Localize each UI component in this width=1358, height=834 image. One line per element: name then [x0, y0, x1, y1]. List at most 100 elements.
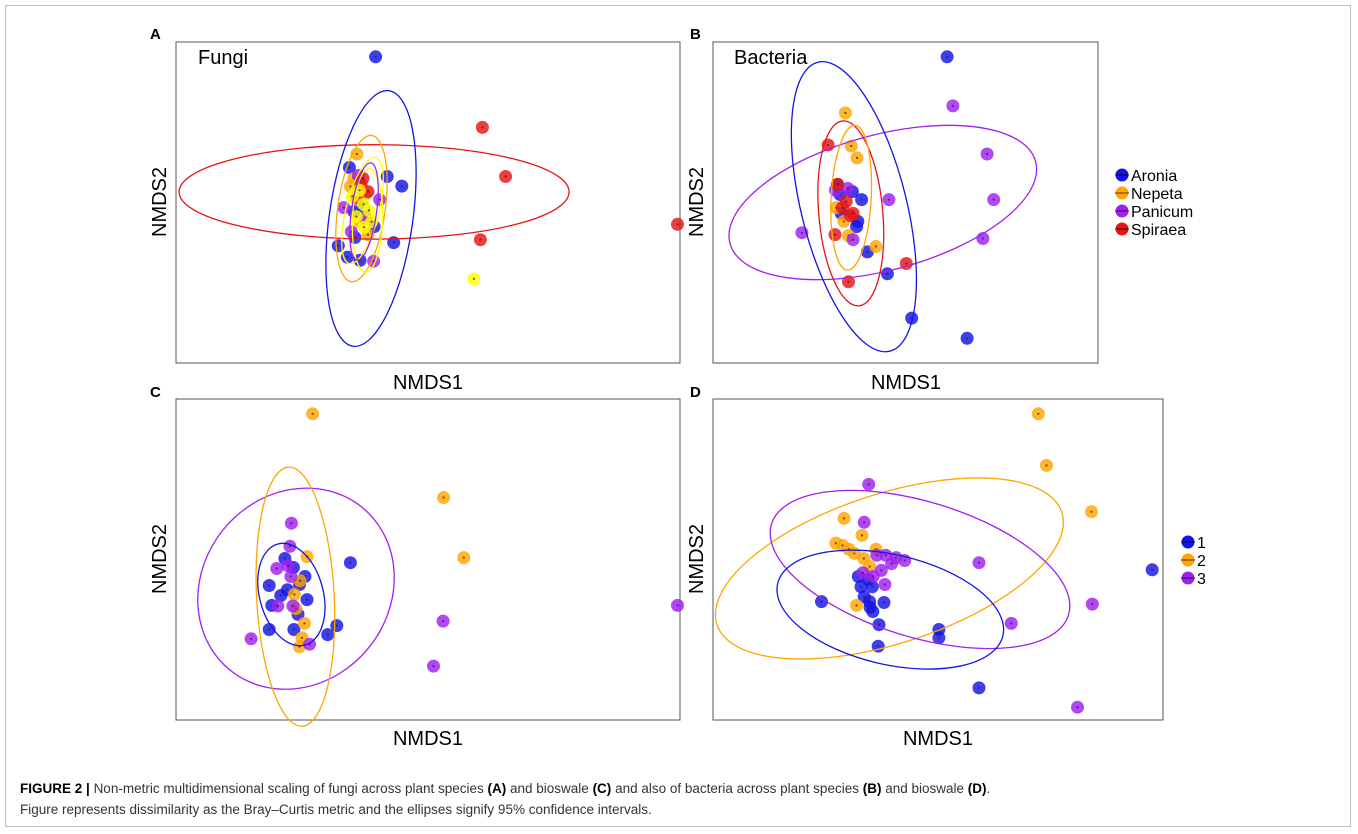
panel-b-point-center-aronia-4 — [966, 337, 968, 339]
panel-c-point-center-3-11 — [290, 575, 292, 577]
legend-item-nepeta: Nepeta — [1115, 186, 1183, 203]
caption-text: . — [987, 781, 991, 796]
panel-a-point-center-aronia-1 — [401, 185, 403, 187]
panel-b-point-center-spiraea-1 — [905, 262, 907, 264]
panel-b-point-center-aronia-1 — [866, 251, 868, 253]
panel-c-point-center-2-3 — [299, 580, 301, 582]
panel-c-xlabel: NMDS1 — [393, 728, 463, 750]
panel-c-point-center-1-0 — [349, 562, 351, 564]
panel-d-point-center-1-10 — [860, 586, 862, 588]
panel-d-point-center-3-0 — [1076, 706, 1078, 708]
panel-a-point-center-aronia-2 — [337, 245, 339, 247]
panel-c-point-center-2-7 — [303, 622, 305, 624]
panel-a-point-center-spiraea-7 — [362, 177, 364, 179]
panel-b-point-center-panicum-3 — [982, 237, 984, 239]
panel-a-point-center-nepeta-5 — [349, 185, 351, 187]
panel-b-point-center-nepeta-3 — [875, 245, 877, 247]
panel-a-point-center-panicum-0 — [343, 207, 345, 209]
panel-a-point-center-unlabeled-0 — [473, 278, 475, 280]
panel-d-point-center-1-15 — [878, 624, 880, 626]
panel-d-point-center-1-8 — [872, 610, 874, 612]
legend-item-aronia: Aronia — [1115, 168, 1177, 185]
panel-d-point-center-3-2 — [1010, 622, 1012, 624]
caption-panel-ref: (C) — [593, 781, 612, 796]
panel-b-plot-area — [713, 42, 1098, 363]
panel-c-point-center-3-5 — [277, 605, 279, 607]
panel-b-point-center-nepeta-0 — [844, 112, 846, 114]
panel-a-point-center-nepeta-0 — [356, 153, 358, 155]
panel-c-point-center-1-11 — [306, 599, 308, 601]
caption-text: and also of bacteria across plant specie… — [611, 781, 862, 796]
panel-d-marks — [694, 407, 1159, 713]
panel-b-point-center-aronia-2 — [886, 273, 888, 275]
caption-text: and bioswale — [881, 781, 967, 796]
panel-b-point-center-aronia-11 — [861, 199, 863, 201]
panel-c-point-center-3-1 — [442, 620, 444, 622]
panel-d-point-center-2-12 — [869, 566, 871, 568]
panel-a-xlabel: NMDS1 — [393, 372, 463, 394]
legend-item-spiraea: Spiraea — [1115, 222, 1186, 239]
panel-a-point-center-nepeta-4 — [367, 234, 369, 236]
panel-a-point-center-panicum-2 — [373, 260, 375, 262]
panel-d-point-center-1-5 — [820, 601, 822, 603]
panel-c-point-center-3-4 — [289, 545, 291, 547]
panel-a-point-center-unlabeled-7 — [371, 221, 373, 223]
legend-label-panicum: Panicum — [1131, 204, 1193, 221]
legend-item-bioswale-1: 1 — [1181, 535, 1206, 552]
panel-a-point-center-unlabeled-1 — [362, 203, 364, 205]
panel-c-point-center-2-0 — [312, 413, 314, 415]
panel-b-point-center-panicum-7 — [847, 187, 849, 189]
panel-d-point-center-2-2 — [1090, 511, 1092, 513]
panel-d-point-center-3-4 — [868, 483, 870, 485]
panel-c-point-center-2-2 — [463, 557, 465, 559]
panel-c-point-center-1-6 — [280, 594, 282, 596]
panel-d-point-center-3-10 — [880, 569, 882, 571]
caption-panel-ref: (A) — [488, 781, 507, 796]
panel-d-point-center-1-13 — [871, 586, 873, 588]
panel-b-point-center-nepeta-2 — [850, 145, 852, 147]
panel-d-ylabel: NMDS2 — [686, 524, 708, 594]
panel-a-ylabel: NMDS2 — [149, 167, 171, 237]
panel-a-point-center-spiraea-2 — [479, 239, 481, 241]
panel-d-point-center-3-6 — [876, 554, 878, 556]
legend-item-bioswale-2: 2 — [1181, 553, 1206, 570]
caption-line-2: Figure represents dissimilarity as the B… — [20, 799, 1340, 820]
panel-c-point-center-1-4 — [327, 634, 329, 636]
panel-d-xlabel: NMDS1 — [903, 728, 973, 750]
figure-caption: FIGURE 2 | Non-metric multidimensional s… — [20, 778, 1340, 820]
panel-d-point-center-3-3 — [978, 562, 980, 564]
panel-d-point-center-1-7 — [883, 601, 885, 603]
panel-c-letter: C — [150, 384, 161, 401]
panel-d-point-center-3-14 — [872, 575, 874, 577]
caption-text: and bioswale — [506, 781, 592, 796]
panel-b-point-center-panicum-6 — [888, 199, 890, 201]
legend-label-bioswale-2: 2 — [1197, 553, 1206, 570]
panel-c-point-center-1-3 — [293, 628, 295, 630]
panel-a-point-center-aronia-8 — [348, 166, 350, 168]
panel-c-point-center-1-13 — [268, 584, 270, 586]
panel-b-point-center-panicum-2 — [993, 199, 995, 201]
legend-item-panicum: Panicum — [1115, 204, 1193, 221]
panel-a-letter: A — [150, 26, 161, 43]
panel-d-point-center-3-9 — [904, 559, 906, 561]
panel-b-point-center-panicum-5 — [852, 239, 854, 241]
figure-svg: A Fungi NMDS1 NMDS2 B Bacteria NMDS1 NMD… — [0, 0, 1358, 770]
panel-b-marks — [712, 49, 1053, 363]
panel-a: A Fungi NMDS1 NMDS2 — [149, 26, 684, 394]
panel-c-point-center-3-7 — [276, 567, 278, 569]
panel-d-point-center-1-0 — [978, 687, 980, 689]
caption-text: Non-metric multidimensional scaling of f… — [94, 781, 488, 796]
panel-b-xlabel: NMDS1 — [871, 372, 941, 394]
panel-d-point-center-3-5 — [863, 521, 865, 523]
panel-b-point-center-aronia-0 — [946, 56, 948, 58]
panel-a-point-center-unlabeled-4 — [363, 226, 365, 228]
panel-b-point-center-aronia-10 — [857, 220, 859, 222]
panel-c-plot-area — [176, 399, 680, 720]
panel-b: B Bacteria NMDS1 NMDS2 — [686, 26, 1098, 394]
panel-b-point-center-panicum-0 — [952, 105, 954, 107]
panel-d-point-center-3-11 — [862, 572, 864, 574]
panel-d-point-center-1-4 — [1151, 569, 1153, 571]
panel-b-point-center-panicum-1 — [986, 153, 988, 155]
panel-c-ylabel: NMDS2 — [149, 524, 171, 594]
caption-line-1: FIGURE 2 | Non-metric multidimensional s… — [20, 778, 1340, 799]
